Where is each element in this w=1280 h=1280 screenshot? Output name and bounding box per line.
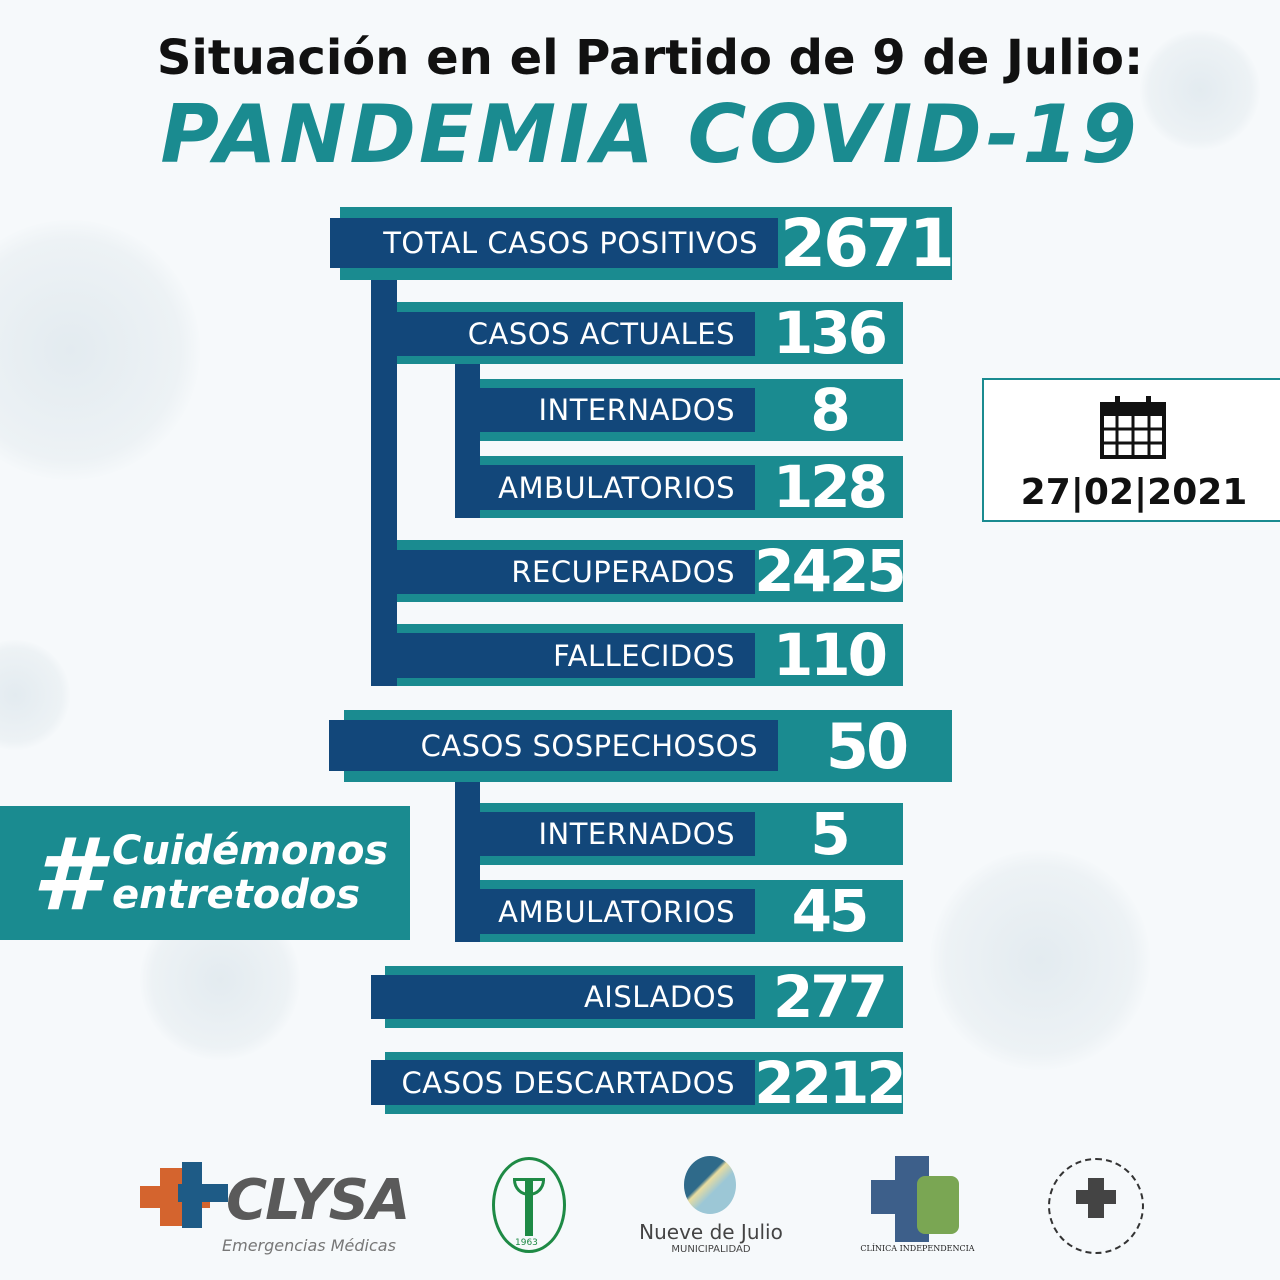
municipalidad-name: Nueve de Julio [639, 1220, 783, 1244]
aislados-value: 277 [772, 963, 888, 1031]
sosp-ambulatorios-value: 45 [791, 877, 870, 945]
recuperados-label: RECUPERADOS [371, 550, 755, 594]
hashtag-symbol: # [32, 816, 102, 933]
hashtag-line2: entretodos [112, 872, 361, 918]
hashtag-banner: # Cuidémonos entretodos [0, 806, 410, 940]
sosp-internados-label: INTERNADOS [455, 812, 755, 856]
fallecidos-label: FALLECIDOS [371, 633, 755, 678]
sosp-ambulatorios-label: AMBULATORIOS [455, 889, 755, 934]
page-subtitle: PANDEMIA COVID-19 [160, 88, 1140, 181]
internados-value: 8 [810, 376, 850, 444]
virus-decoration [0, 220, 200, 480]
clysa-name: CLYSA [226, 1168, 410, 1233]
page-title: Situación en el Partido de 9 de Julio: [156, 30, 1144, 86]
virus-decoration [0, 640, 70, 750]
total-label: TOTAL CASOS POSITIVOS [330, 218, 778, 268]
clinica-name: CLÍNICA INDEPENDENCIA [860, 1244, 975, 1253]
clysa-tagline: Emergencias Médicas [222, 1236, 396, 1255]
actuales-value: 136 [772, 299, 888, 367]
virus-decoration [1140, 30, 1260, 150]
hashtag-line1: Cuidémonos [112, 828, 389, 874]
fallecidos-value: 110 [772, 621, 888, 689]
aislados-label: AISLADOS [371, 975, 755, 1019]
municipalidad-logo: Nueve de Julio MUNICIPALIDAD [636, 1156, 786, 1260]
recuperados-value: 2425 [754, 537, 906, 605]
date-box: 27|02|2021 [982, 378, 1280, 522]
sosp-internados-value: 5 [810, 800, 850, 868]
sospechosos-label: CASOS SOSPECHOSOS [329, 720, 778, 771]
actuales-label: CASOS ACTUALES [371, 312, 755, 356]
circulo-year: 1963 [515, 1238, 538, 1248]
internados-label: INTERNADOS [455, 388, 755, 432]
ambulatorios-value: 128 [772, 453, 888, 521]
seal-logo [1048, 1158, 1144, 1254]
virus-decoration [930, 850, 1150, 1070]
descartados-value: 2212 [754, 1049, 906, 1117]
circulo-medico-logo: 1963 [492, 1157, 566, 1253]
ambulatorios-label: AMBULATORIOS [455, 465, 755, 510]
date-text: 27|02|2021 [1020, 472, 1248, 513]
clysa-logo: CLYSA Emergencias Médicas [134, 1160, 424, 1260]
total-value: 2671 [780, 205, 955, 282]
sospechosos-value: 50 [825, 709, 909, 783]
clinica-independencia-logo: CLÍNICA INDEPENDENCIA [855, 1156, 980, 1256]
descartados-label: CASOS DESCARTADOS [371, 1060, 755, 1105]
municipalidad-sub: MUNICIPALIDAD [671, 1244, 751, 1255]
calendar-icon [1100, 396, 1166, 459]
